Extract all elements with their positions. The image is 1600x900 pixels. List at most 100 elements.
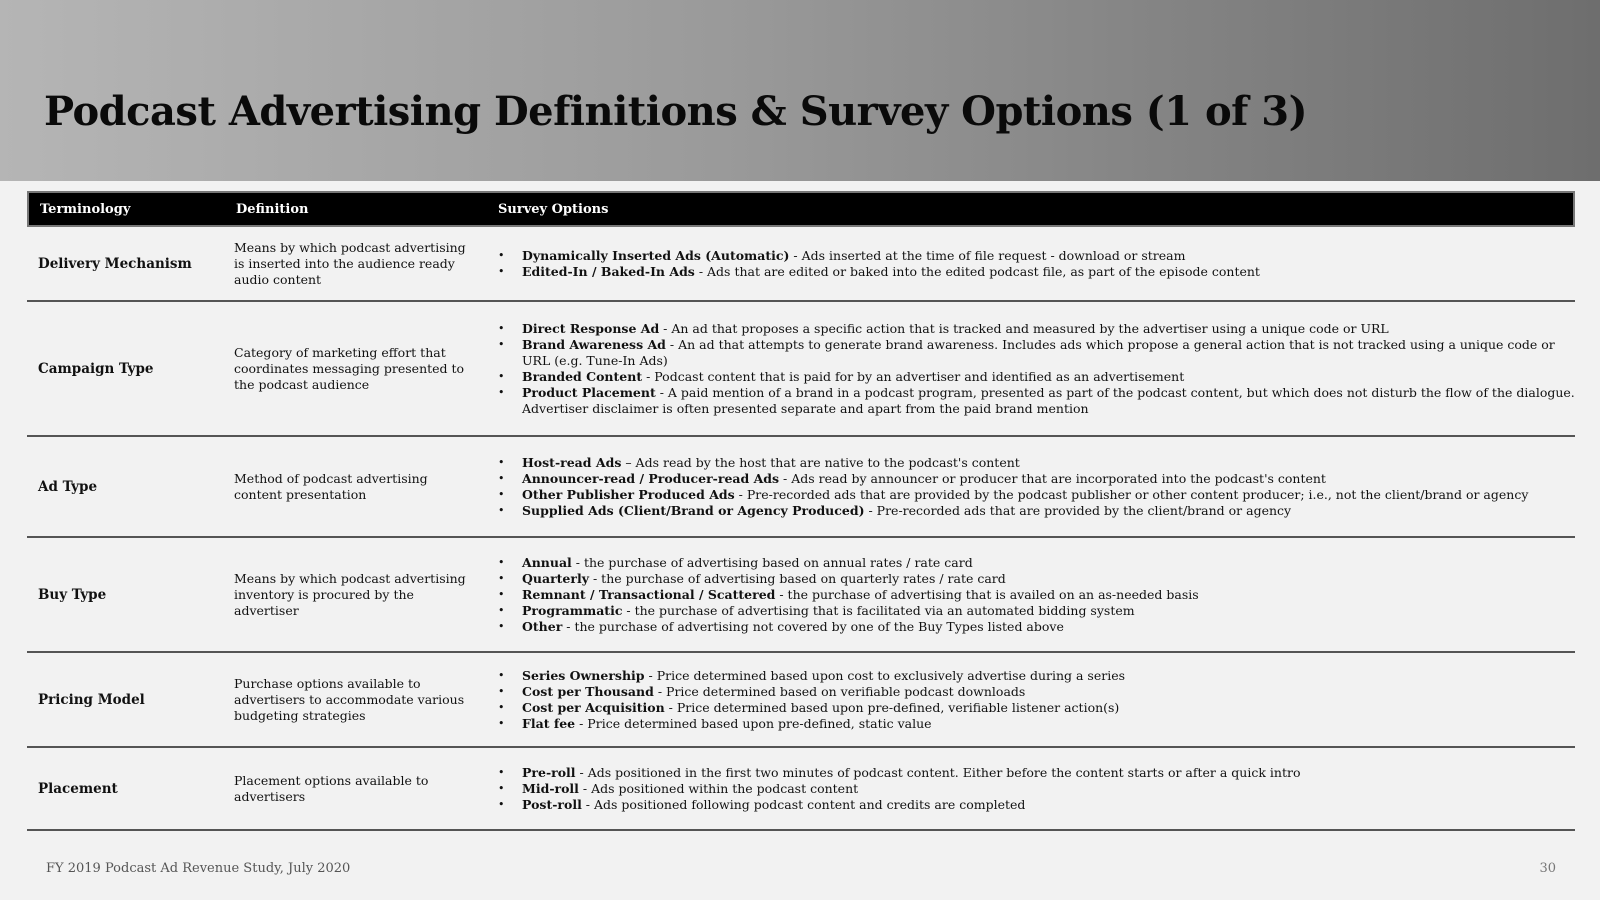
option-item: Product Placement - A paid mention of a … [498,385,1575,417]
table-body: Delivery Mechanism Means by which podcas… [27,227,1575,831]
options-cell: Host-read Ads – Ads read by the host tha… [490,455,1575,519]
option-name: Branded Content [522,368,643,384]
option-description: - the purchase of advertising not covere… [562,618,1064,634]
options-list: Host-read Ads – Ads read by the host tha… [498,455,1575,519]
option-item: Flat fee - Price determined based upon p… [498,716,1575,732]
header-banner: Podcast Advertising Definitions & Survey… [0,0,1600,181]
options-list: Series Ownership - Price determined base… [498,668,1575,732]
table-header: Terminology Definition Survey Options [27,191,1575,227]
option-name: Host-read Ads [522,454,622,470]
option-name: Cost per Acquisition [522,699,665,715]
page-number: 30 [1539,861,1556,876]
definition-cell: Method of podcast advertising content pr… [234,470,428,502]
option-item: Branded Content - Podcast content that i… [498,369,1575,385]
option-item: Other - the purchase of advertising not … [498,619,1575,635]
option-item: Programmatic - the purchase of advertisi… [498,603,1575,619]
options-list: Dynamically Inserted Ads (Automatic) - A… [498,248,1575,280]
option-name: Mid-roll [522,780,579,796]
option-item: Direct Response Ad - An ad that proposes… [498,321,1575,337]
option-name: Annual [522,554,572,570]
option-description: - Ads positioned in the first two minute… [575,764,1301,780]
table-row: Delivery Mechanism Means by which podcas… [27,227,1575,302]
option-name: Quarterly [522,570,589,586]
option-name: Flat fee [522,715,576,731]
definitions-table: Terminology Definition Survey Options De… [27,191,1575,831]
term-cell: Buy Type [38,586,107,603]
option-name: Product Placement [522,384,656,400]
table-row: Campaign Type Category of marketing effo… [27,302,1575,437]
term-cell: Placement [38,780,118,797]
option-description: - An ad that proposes a specific action … [659,320,1389,336]
option-description: - Pre-recorded ads that are provided by … [864,502,1292,518]
table-row: Placement Placement options available to… [27,748,1575,831]
option-item: Cost per Thousand - Price determined bas… [498,684,1575,700]
option-item: Edited-In / Baked-In Ads - Ads that are … [498,264,1575,280]
option-description: - the purchase of advertising that is fa… [622,602,1135,618]
option-item: Brand Awareness Ad - An ad that attempts… [498,337,1575,369]
definition-cell: Purchase options available to advertiser… [234,675,465,723]
term-cell: Ad Type [38,478,98,495]
option-description: - Price determined based upon pre-define… [664,699,1120,715]
option-description: - Podcast content that is paid for by an… [642,368,1185,384]
option-description: - Ads positioned following podcast conte… [581,796,1026,812]
option-item: Mid-roll - Ads positioned within the pod… [498,781,1575,797]
options-cell: Dynamically Inserted Ads (Automatic) - A… [490,248,1575,280]
option-name: Other Publisher Produced Ads [522,486,735,502]
definition-cell: Placement options available to advertise… [234,772,429,804]
definition-cell: Means by which podcast advertising is in… [234,239,466,287]
option-item: Pre-roll - Ads positioned in the first t… [498,765,1575,781]
table-row: Ad Type Method of podcast advertising co… [27,437,1575,538]
option-description: - Ads positioned within the podcast cont… [578,780,859,796]
option-name: Post-roll [522,796,582,812]
option-name: Dynamically Inserted Ads (Automatic) [522,247,790,263]
option-description: - the purchase of advertising that is av… [775,586,1199,602]
option-description: – Ads read by the host that are native t… [621,454,1020,470]
option-name: Remnant / Transactional / Scattered [522,586,776,602]
option-description: - Ads that are edited or baked into the … [694,263,1260,279]
option-item: Annual - the purchase of advertising bas… [498,555,1575,571]
option-description: - Pre-recorded ads that are provided by … [734,486,1529,502]
options-cell: Pre-roll - Ads positioned in the first t… [490,765,1575,813]
term-cell: Delivery Mechanism [38,255,192,272]
option-name: Programmatic [522,602,623,618]
page-title: Podcast Advertising Definitions & Survey… [44,88,1308,135]
option-description: - the purchase of advertising based on a… [571,554,973,570]
option-name: Pre-roll [522,764,576,780]
option-item: Cost per Acquisition - Price determined … [498,700,1575,716]
option-name: Announcer-read / Producer-read Ads [522,470,780,486]
option-item: Supplied Ads (Client/Brand or Agency Pro… [498,503,1575,519]
option-description: - Price determined based upon pre-define… [575,715,932,731]
option-description: - Price determined based upon cost to ex… [644,667,1126,683]
option-description: - Ads read by announcer or producer that… [779,470,1326,486]
option-name: Other [522,618,563,634]
option-item: Other Publisher Produced Ads - Pre-recor… [498,487,1575,503]
option-item: Host-read Ads – Ads read by the host tha… [498,455,1575,471]
definition-cell: Category of marketing effort that coordi… [234,344,465,392]
options-cell: Direct Response Ad - An ad that proposes… [490,321,1575,417]
option-description: - the purchase of advertising based on q… [589,570,1006,586]
option-item: Dynamically Inserted Ads (Automatic) - A… [498,248,1575,264]
options-cell: Series Ownership - Price determined base… [490,668,1575,732]
header-survey-options: Survey Options [498,201,609,217]
table-row: Pricing Model Purchase options available… [27,653,1575,748]
option-item: Quarterly - the purchase of advertising … [498,571,1575,587]
option-name: Brand Awareness Ad [522,336,666,352]
definition-cell: Means by which podcast advertising inven… [234,570,466,618]
options-cell: Annual - the purchase of advertising bas… [490,555,1575,635]
option-name: Supplied Ads (Client/Brand or Agency Pro… [522,502,865,518]
term-cell: Pricing Model [38,691,145,708]
footer-source: FY 2019 Podcast Ad Revenue Study, July 2… [46,861,351,876]
header-definition: Definition [236,201,309,217]
option-item: Remnant / Transactional / Scattered - th… [498,587,1575,603]
option-name: Direct Response Ad [522,320,660,336]
option-description: - A paid mention of a brand in a podcast… [522,384,1575,416]
option-item: Post-roll - Ads positioned following pod… [498,797,1575,813]
option-description: - Price determined based on verifiable p… [653,683,1026,699]
option-name: Series Ownership [522,667,645,683]
option-name: Edited-In / Baked-In Ads [522,263,695,279]
option-item: Series Ownership - Price determined base… [498,668,1575,684]
options-list: Pre-roll - Ads positioned in the first t… [498,765,1575,813]
table-row: Buy Type Means by which podcast advertis… [27,538,1575,653]
option-description: - An ad that attempts to generate brand … [522,336,1555,368]
options-list: Direct Response Ad - An ad that proposes… [498,321,1575,417]
